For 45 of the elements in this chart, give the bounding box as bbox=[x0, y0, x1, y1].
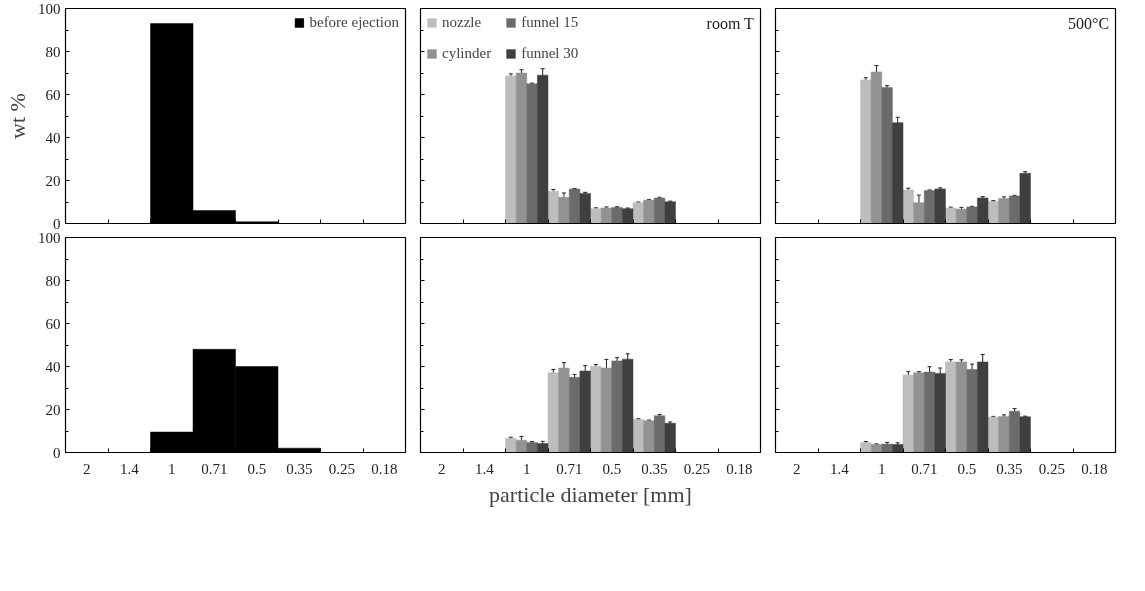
y-tick-label: 100 bbox=[38, 0, 61, 17]
x-tick-label: 1.4 bbox=[829, 460, 850, 477]
y-tick-label: 60 bbox=[45, 86, 61, 103]
x-tick-label: 0.71 bbox=[556, 460, 583, 477]
y-tick-label: 60 bbox=[45, 315, 61, 332]
y-tick-label: 40 bbox=[45, 129, 61, 146]
y-tick-label: 40 bbox=[45, 358, 61, 375]
y-tick-label: 0 bbox=[53, 215, 61, 232]
x-tick-label: 0.18 bbox=[1081, 460, 1108, 477]
x-tick-label: 0.35 bbox=[286, 460, 313, 477]
x-tick-label: 0.18 bbox=[371, 460, 398, 477]
y-tick-label: 100 bbox=[38, 229, 61, 246]
y-tick-label: 0 bbox=[53, 444, 61, 461]
x-tick-label: 2 bbox=[438, 460, 446, 477]
x-tick-label: 0.25 bbox=[683, 460, 710, 477]
x-tick-label: 0.25 bbox=[1038, 460, 1065, 477]
y-tick-label: 80 bbox=[45, 43, 61, 60]
y-axis-title: wt % bbox=[5, 93, 30, 139]
x-tick-label: 0.35 bbox=[641, 460, 668, 477]
legend-label: before ejection bbox=[309, 14, 399, 31]
x-tick-label: 1 bbox=[878, 460, 886, 477]
x-tick-label: 0.18 bbox=[726, 460, 753, 477]
x-tick-label: 1 bbox=[523, 460, 531, 477]
annotation: room T bbox=[706, 14, 755, 32]
x-axis-title: particle diameter [mm] bbox=[489, 481, 692, 507]
legend-label: funnel 15 bbox=[521, 14, 579, 31]
x-tick-label: 0.71 bbox=[201, 460, 228, 477]
y-tick-label: 20 bbox=[45, 172, 61, 189]
x-tick-label: 0.71 bbox=[911, 460, 938, 477]
legend-label: cylinder bbox=[442, 45, 492, 62]
legend-label: funnel 30 bbox=[521, 45, 579, 62]
annotation: 500°C bbox=[1068, 14, 1110, 32]
x-tick-label: 1.4 bbox=[474, 460, 495, 477]
y-tick-label: 20 bbox=[45, 401, 61, 418]
legend-label: nozzle bbox=[442, 14, 482, 31]
x-tick-label: 2 bbox=[793, 460, 801, 477]
x-tick-label: 0.5 bbox=[602, 460, 622, 477]
x-tick-label: 1 bbox=[168, 460, 176, 477]
x-tick-label: 0.35 bbox=[996, 460, 1023, 477]
x-tick-label: 0.5 bbox=[957, 460, 977, 477]
x-tick-label: 2 bbox=[83, 460, 91, 477]
x-tick-label: 1.4 bbox=[119, 460, 140, 477]
x-tick-label: 0.25 bbox=[328, 460, 355, 477]
x-tick-label: 0.5 bbox=[247, 460, 267, 477]
y-tick-label: 80 bbox=[45, 272, 61, 289]
